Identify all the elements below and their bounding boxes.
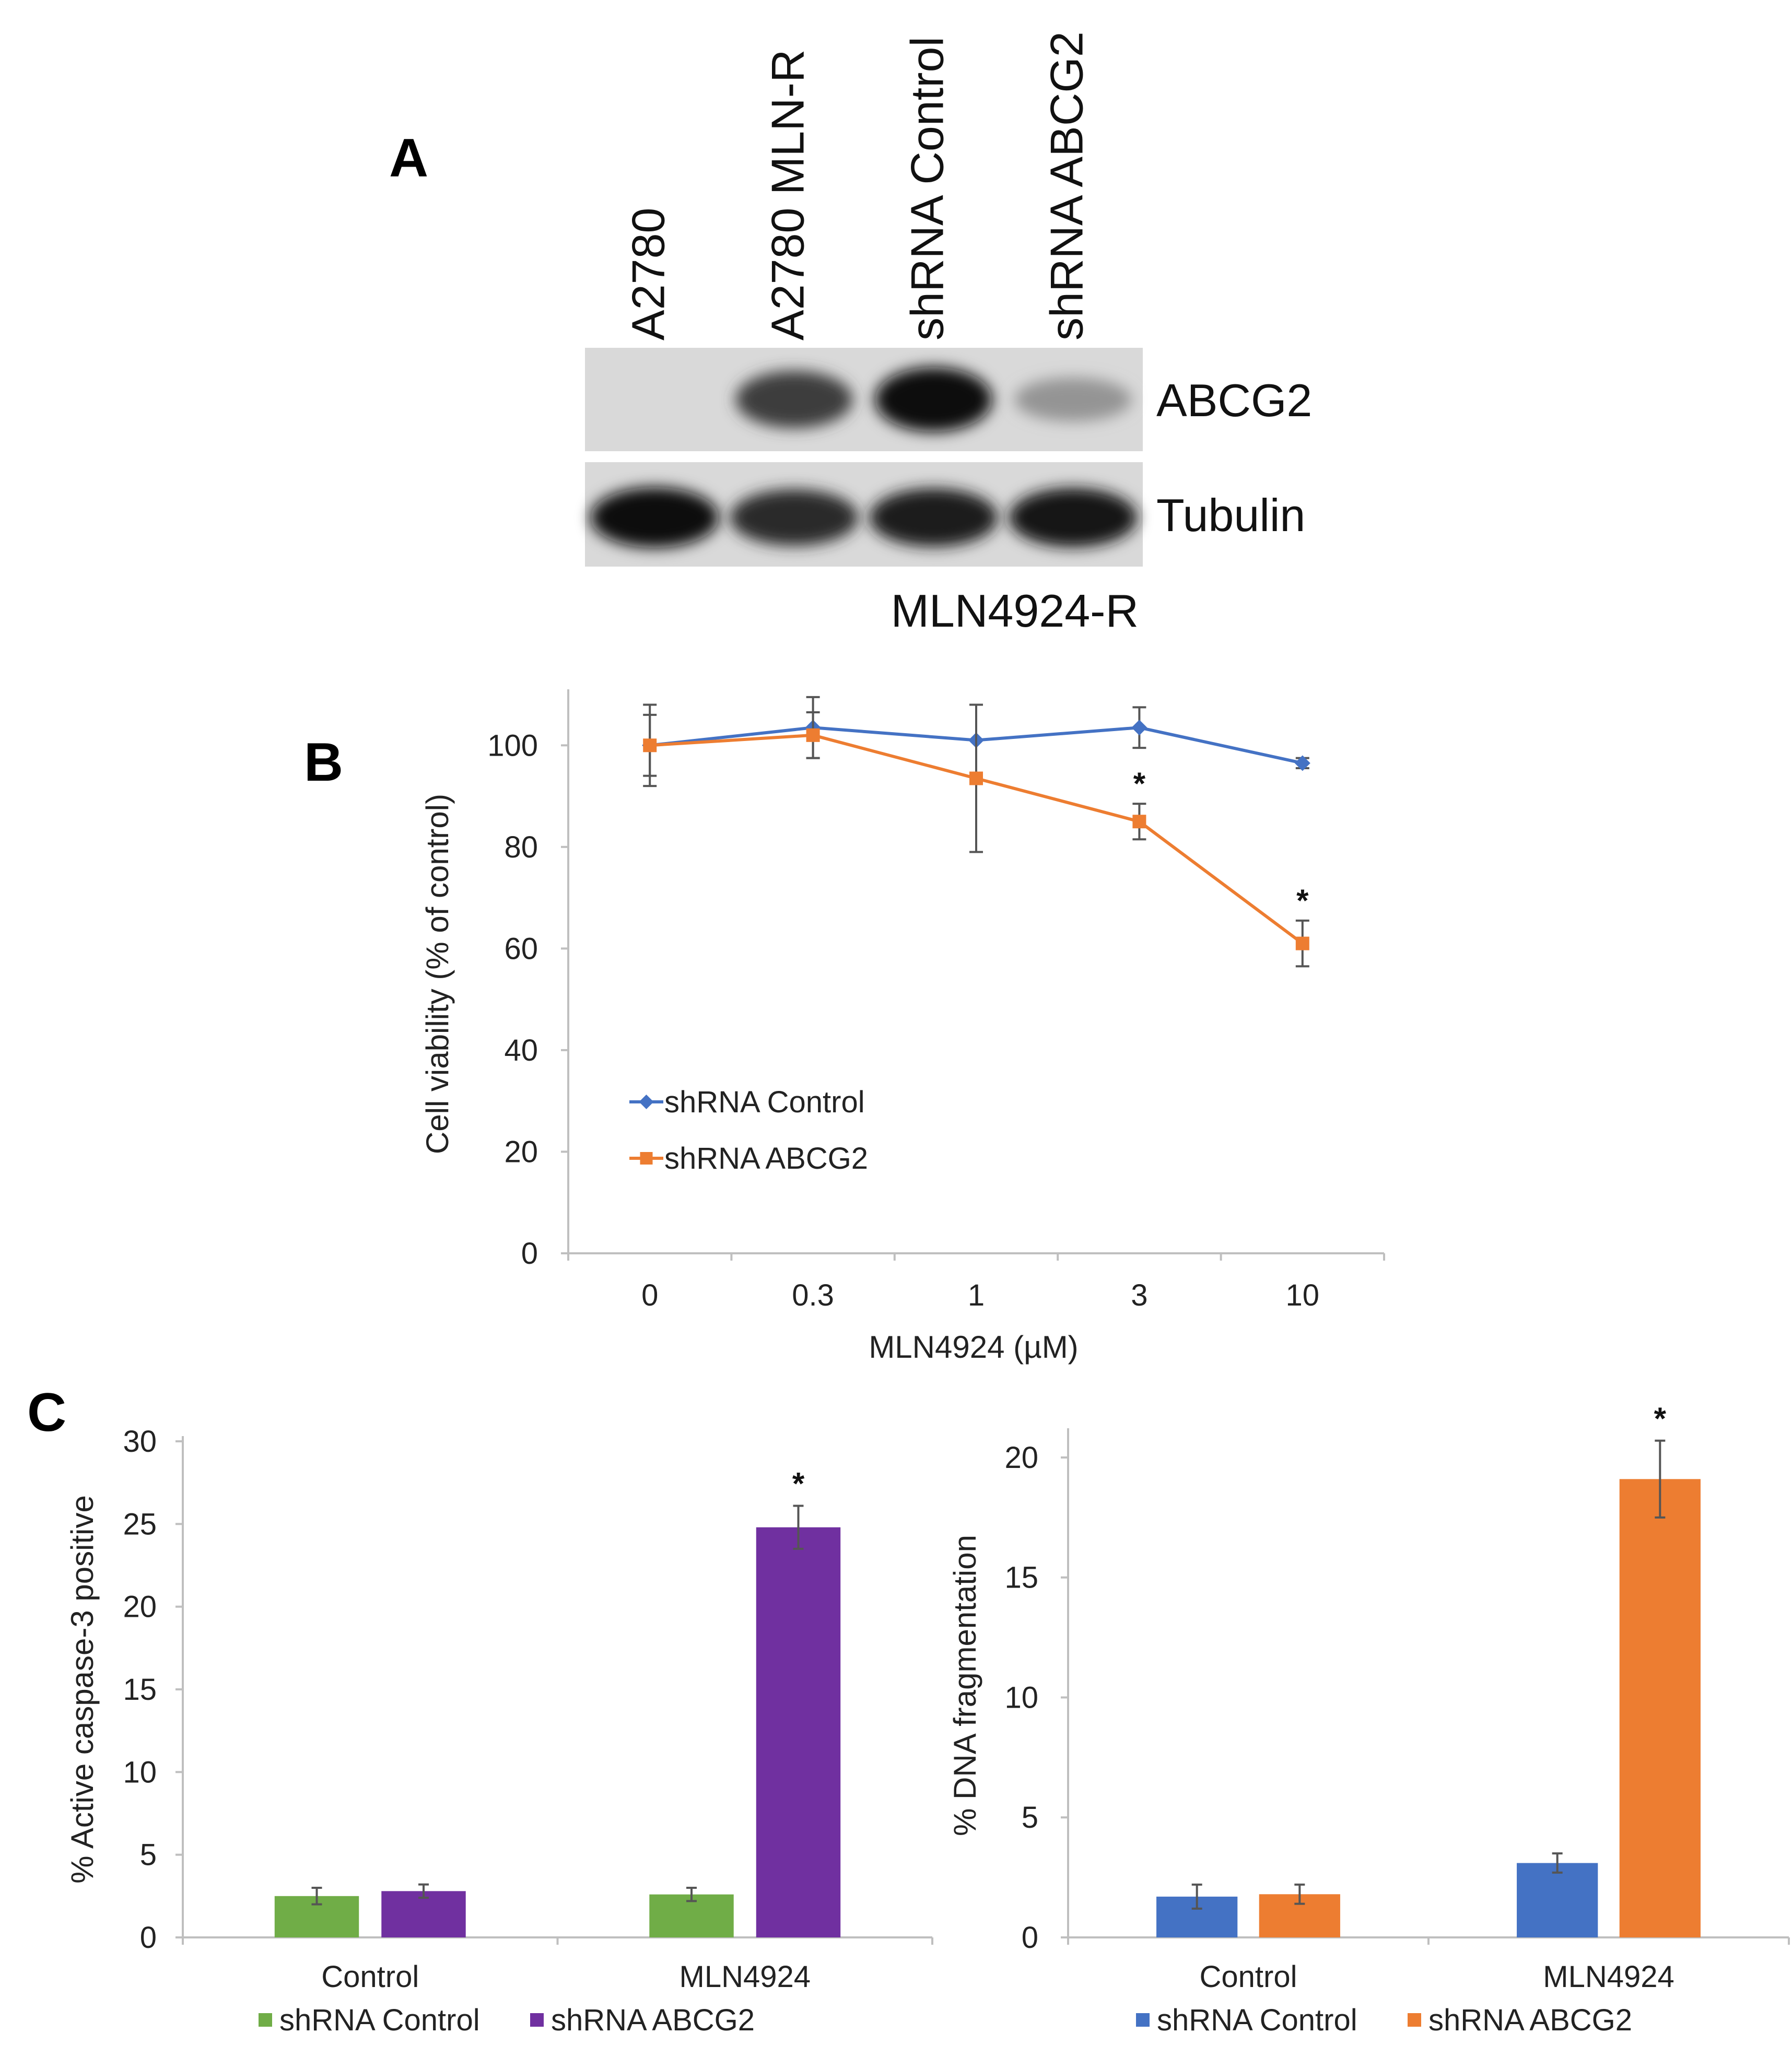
blot-band <box>735 370 853 429</box>
y-tick-label: 5 <box>140 1838 157 1872</box>
y-tick-label: 20 <box>504 1135 538 1169</box>
legend-label: shRNA ABCG2 <box>551 2003 755 2037</box>
y-axis-title: Cell viability (% of control) <box>420 794 455 1154</box>
significance-marker: * <box>1654 1401 1667 1436</box>
y-tick-label: 10 <box>1004 1680 1038 1714</box>
blot-band <box>730 489 859 546</box>
legend-swatch <box>1408 2013 1421 2027</box>
bar <box>1517 1863 1598 1937</box>
data-point <box>1132 815 1146 829</box>
y-tick-label: 80 <box>504 830 538 864</box>
blot-band-label: Tubulin <box>1156 489 1305 541</box>
x-tick-label: MLN4924 <box>1543 1960 1674 1994</box>
panel-letter-a: A <box>389 128 428 189</box>
blot-band-label: ABCG2 <box>1156 374 1312 426</box>
dna-fragmentation-bar-chart: 0 5 10 15 20 % DNA fragmentation Control MLN492… <box>947 1401 1790 2037</box>
blot-band <box>590 487 719 548</box>
y-tick-label: 30 <box>123 1425 157 1459</box>
data-point <box>1131 720 1147 736</box>
legend-swatch <box>530 2013 544 2027</box>
y-tick-label: 10 <box>123 1755 157 1789</box>
caspase-bar-chart: 0 5 10 15 20 25 30 % Active caspase-3 positive C… <box>65 1425 933 2037</box>
legend-swatch <box>259 2013 272 2027</box>
x-tick-label: 3 <box>1131 1278 1147 1312</box>
significance-marker: * <box>1296 883 1309 918</box>
legend-label: shRNA ABCG2 <box>1428 2003 1632 2037</box>
y-tick-label: 25 <box>123 1507 157 1541</box>
blot-band <box>875 367 992 432</box>
y-tick-label: 20 <box>1004 1441 1038 1475</box>
legend-label: shRNA Control <box>279 2003 480 2037</box>
blot-band <box>1014 378 1132 421</box>
y-tick-label: 60 <box>504 932 538 966</box>
x-tick-label: Control <box>1200 1960 1297 1994</box>
blot-band <box>869 488 998 547</box>
bar <box>381 1891 466 1937</box>
x-axis-title: MLN4924 (µM) <box>869 1330 1078 1365</box>
data-point <box>643 738 657 753</box>
legend-label: shRNA ABCG2 <box>664 1142 868 1176</box>
legend-marker <box>639 1095 654 1109</box>
data-point <box>1294 755 1310 771</box>
y-tick-label: 15 <box>123 1673 157 1707</box>
legend-label: shRNA Control <box>1157 2003 1357 2037</box>
y-tick-label: 0 <box>1022 1921 1038 1955</box>
x-tick-label: 0.3 <box>792 1278 834 1312</box>
blot-group-label: MLN4924-R <box>891 585 1139 637</box>
y-tick-label: 0 <box>140 1921 157 1955</box>
significance-marker: * <box>792 1466 805 1501</box>
x-tick-label: Control <box>321 1960 419 1994</box>
legend-marker <box>640 1152 653 1165</box>
bar <box>756 1527 841 1937</box>
y-tick-label: 40 <box>504 1033 538 1067</box>
x-tick-label: MLN4924 <box>680 1960 811 1994</box>
y-tick-label: 5 <box>1022 1801 1038 1835</box>
blot-lane-label: shRNA Control <box>901 37 953 340</box>
legend-label: shRNA Control <box>664 1085 865 1119</box>
y-tick-label: 0 <box>521 1237 538 1271</box>
western-blot: A2780 A2780 MLN-R shRNA Control shRNA ABCG2… <box>585 31 1312 637</box>
data-point <box>806 728 820 742</box>
significance-marker: * <box>1133 766 1146 801</box>
blot-band <box>1009 488 1138 547</box>
y-axis-title: % DNA fragmentation <box>947 1535 982 1836</box>
data-point <box>1295 936 1309 950</box>
y-axis-title: % Active caspase-3 positive <box>65 1495 100 1884</box>
blot-lane-label: A2780 MLN-R <box>762 49 814 340</box>
panel-letter-b: B <box>304 732 343 793</box>
x-tick-label: 1 <box>968 1278 985 1312</box>
y-tick-label: 100 <box>487 728 538 762</box>
data-point <box>969 771 983 785</box>
x-tick-label: 0 <box>641 1278 658 1312</box>
bar <box>1619 1479 1701 1937</box>
blot-lane-label: shRNA ABCG2 <box>1041 31 1093 340</box>
x-tick-label: 10 <box>1286 1278 1320 1312</box>
y-tick-label: 20 <box>123 1590 157 1624</box>
panel-letter-c: C <box>27 1382 66 1443</box>
y-tick-label: 15 <box>1004 1561 1038 1595</box>
blot-lane-label: A2780 <box>623 208 674 340</box>
legend-swatch <box>1136 2013 1150 2027</box>
